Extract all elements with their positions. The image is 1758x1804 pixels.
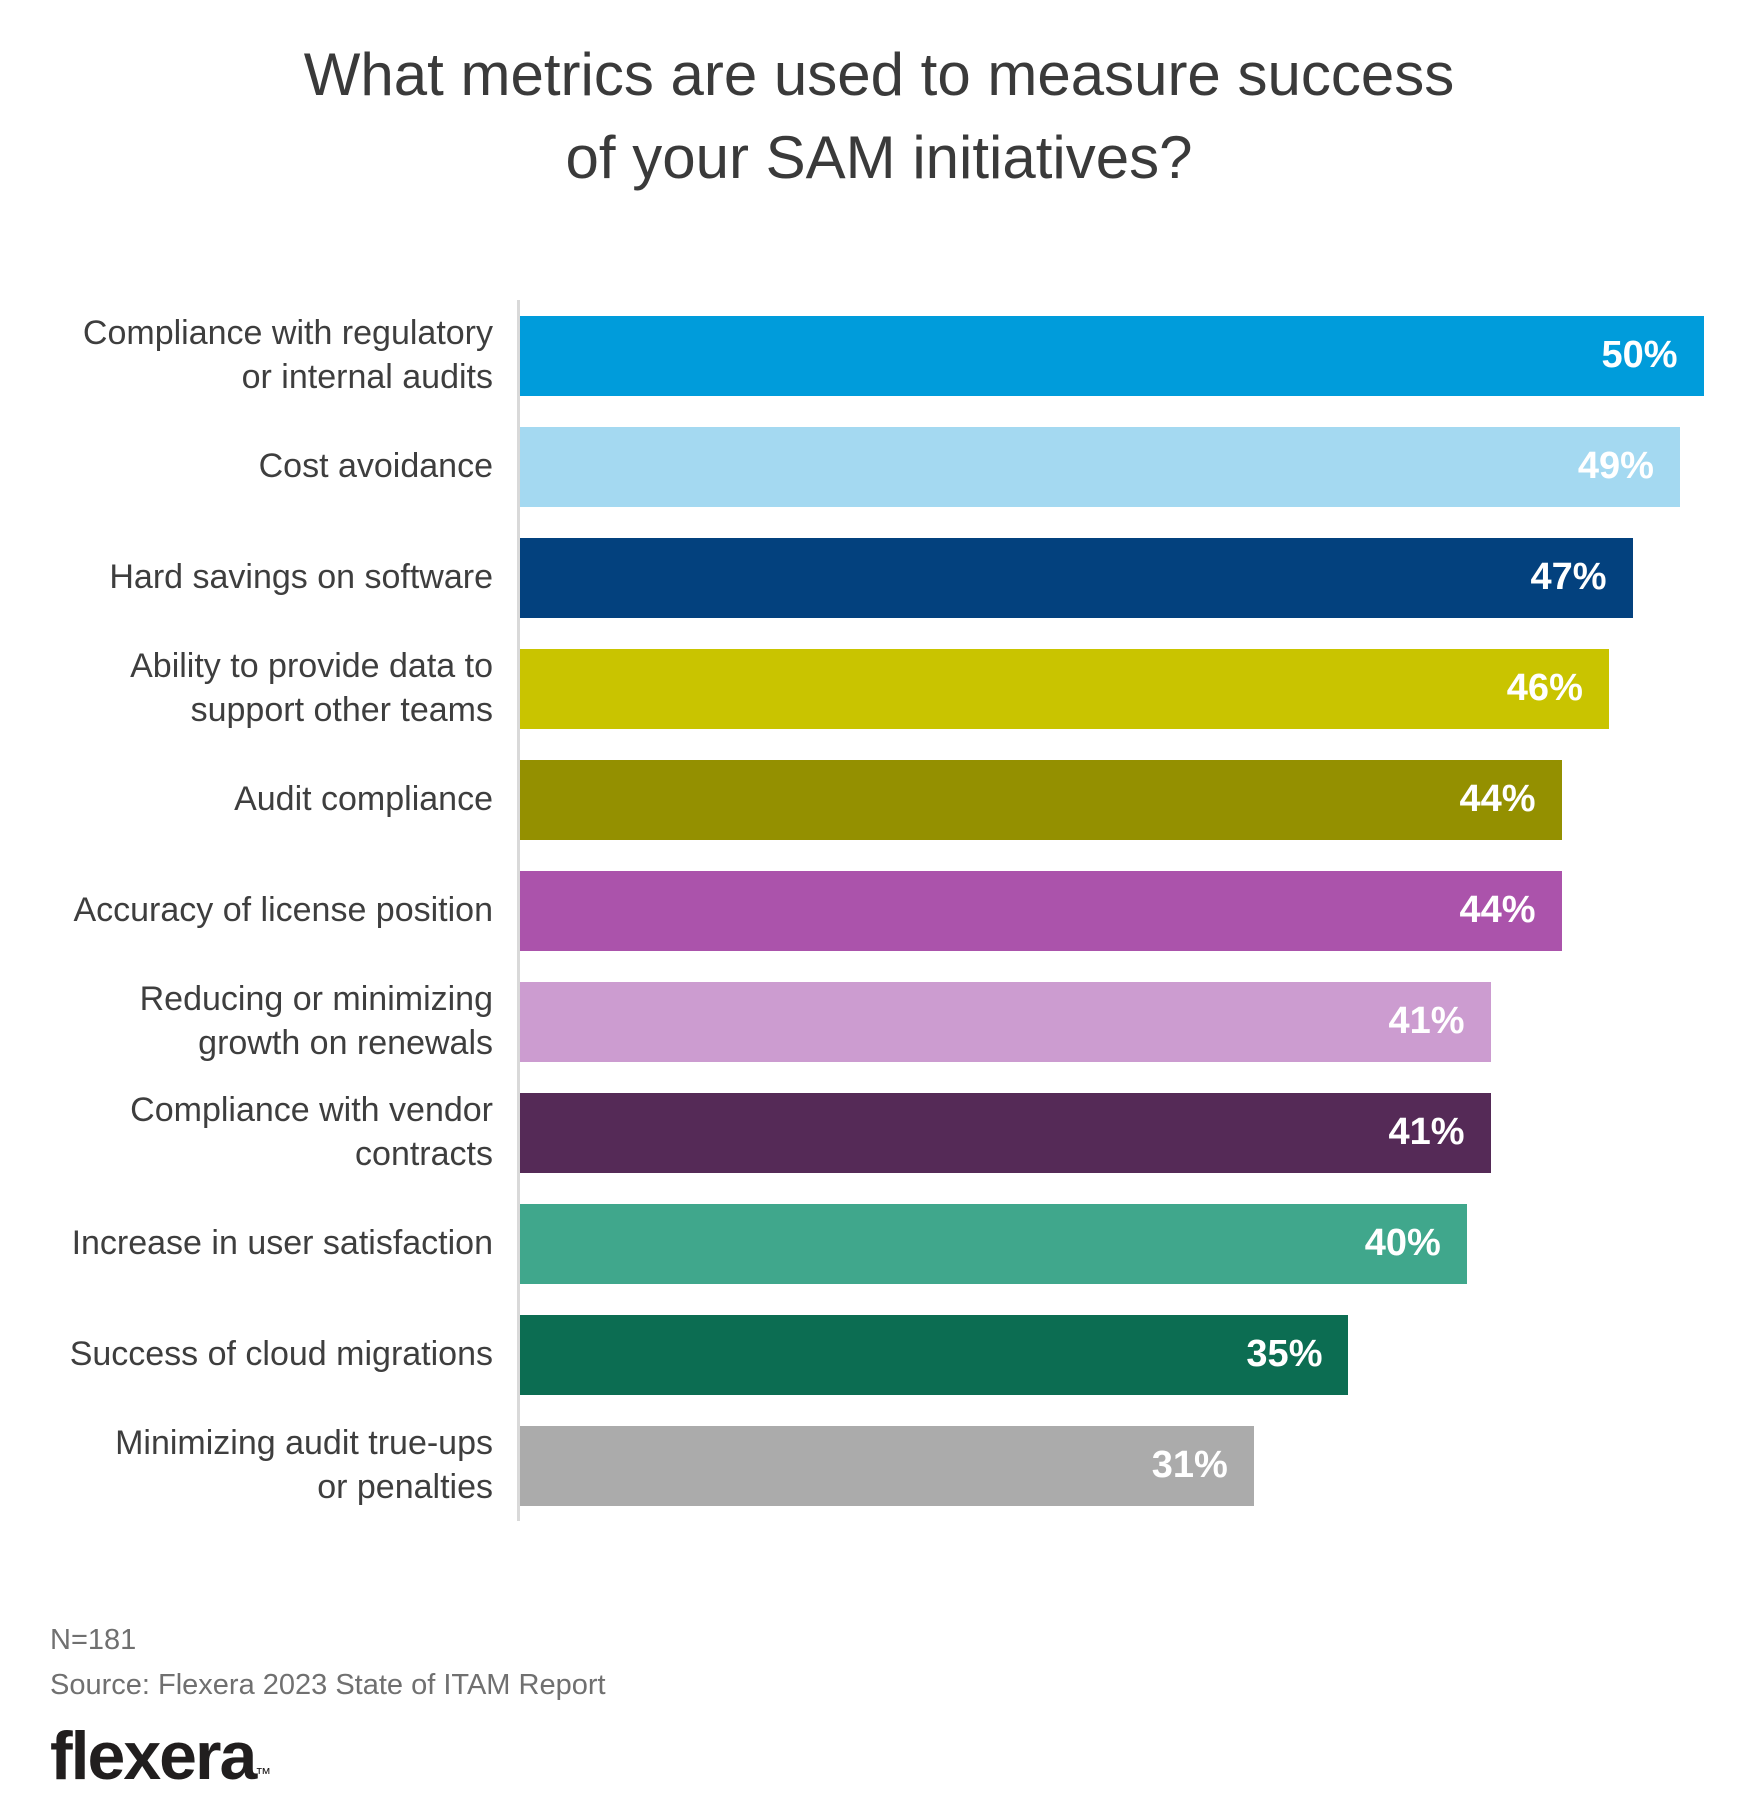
- bar: 44%: [520, 870, 1562, 951]
- bar-row: Accuracy of license position 44%: [48, 855, 1758, 966]
- bar-track: 41%: [517, 966, 1758, 1077]
- bar-row: Compliance with vendor contracts 41%: [48, 1077, 1758, 1188]
- bar-track: 49%: [517, 411, 1758, 522]
- chart-title: What metrics are used to measure success…: [0, 34, 1758, 200]
- bar: 41%: [520, 1092, 1491, 1173]
- bar-chart: Compliance with regulatory or internal a…: [48, 300, 1758, 1521]
- bar: 47%: [520, 537, 1633, 618]
- bar-row: Compliance with regulatory or internal a…: [48, 300, 1758, 411]
- bar: 41%: [520, 981, 1491, 1062]
- bar: 44%: [520, 759, 1562, 840]
- bar-track: 41%: [517, 1077, 1758, 1188]
- bar: 35%: [520, 1314, 1349, 1395]
- bar-value-label: 31%: [1151, 1444, 1228, 1486]
- category-label: Accuracy of license position: [73, 890, 493, 929]
- flexera-logo: flexera™: [50, 1722, 606, 1790]
- category-label: Success of cloud migrations: [69, 1334, 493, 1373]
- bar-track: 47%: [517, 522, 1758, 633]
- category-label: Minimizing audit true-ups or penalties: [115, 1423, 493, 1506]
- bar-track: 44%: [517, 744, 1758, 855]
- bar-row: Minimizing audit true-ups or penalties 31…: [48, 1410, 1758, 1521]
- bar-row: Audit compliance 44%: [48, 744, 1758, 855]
- bar-row: Reducing or minimizing growth on renewal…: [48, 966, 1758, 1077]
- bar-row: Success of cloud migrations 35%: [48, 1299, 1758, 1410]
- category-label: Ability to provide data to support other…: [130, 646, 493, 729]
- source-note: Source: Flexera 2023 State of ITAM Repor…: [50, 1668, 606, 1701]
- flexera-logo-text: flexera: [50, 1717, 257, 1794]
- bar-value-label: 50%: [1601, 334, 1678, 376]
- bar-value-label: 46%: [1506, 667, 1583, 709]
- bar: 31%: [520, 1425, 1254, 1506]
- category-label: Increase in user satisfaction: [71, 1223, 493, 1262]
- chart-footer: N=181 Source: Flexera 2023 State of ITAM…: [50, 1618, 606, 1790]
- chart-title-line-1: What metrics are used to measure success: [303, 41, 1455, 108]
- category-label: Compliance with regulatory or internal a…: [82, 313, 493, 396]
- bar-track: 35%: [517, 1299, 1758, 1410]
- bar-value-label: 44%: [1459, 889, 1536, 931]
- bar-value-label: 41%: [1388, 1000, 1465, 1042]
- category-label: Compliance with vendor contracts: [130, 1090, 493, 1173]
- bar-value-label: 41%: [1388, 1111, 1465, 1153]
- bar-track: 46%: [517, 633, 1758, 744]
- bar-track: 31%: [517, 1410, 1758, 1521]
- category-label: Reducing or minimizing growth on renewal…: [139, 979, 493, 1062]
- bar-row: Cost avoidance 49%: [48, 411, 1758, 522]
- bar-row: Hard savings on software 47%: [48, 522, 1758, 633]
- bar-track: 44%: [517, 855, 1758, 966]
- category-label: Cost avoidance: [258, 446, 493, 485]
- bar-row: Ability to provide data to support other…: [48, 633, 1758, 744]
- bar-value-label: 40%: [1364, 1222, 1441, 1264]
- bar-row: Increase in user satisfaction 40%: [48, 1188, 1758, 1299]
- bar: 49%: [520, 426, 1680, 507]
- bar: 46%: [520, 648, 1609, 729]
- bar: 40%: [520, 1203, 1467, 1284]
- bar-value-label: 49%: [1577, 445, 1654, 487]
- bar-track: 40%: [517, 1188, 1758, 1299]
- trademark-symbol: ™: [255, 1765, 272, 1783]
- bar-track: 50%: [517, 300, 1758, 411]
- category-label: Audit compliance: [234, 779, 493, 818]
- bar-value-label: 47%: [1530, 556, 1607, 598]
- bar-value-label: 44%: [1459, 778, 1536, 820]
- bar-value-label: 35%: [1246, 1333, 1323, 1375]
- category-label: Hard savings on software: [109, 557, 493, 596]
- sample-size-note: N=181: [50, 1624, 137, 1656]
- chart-title-line-2: of your SAM initiatives?: [565, 123, 1193, 191]
- bar: 50%: [520, 315, 1704, 396]
